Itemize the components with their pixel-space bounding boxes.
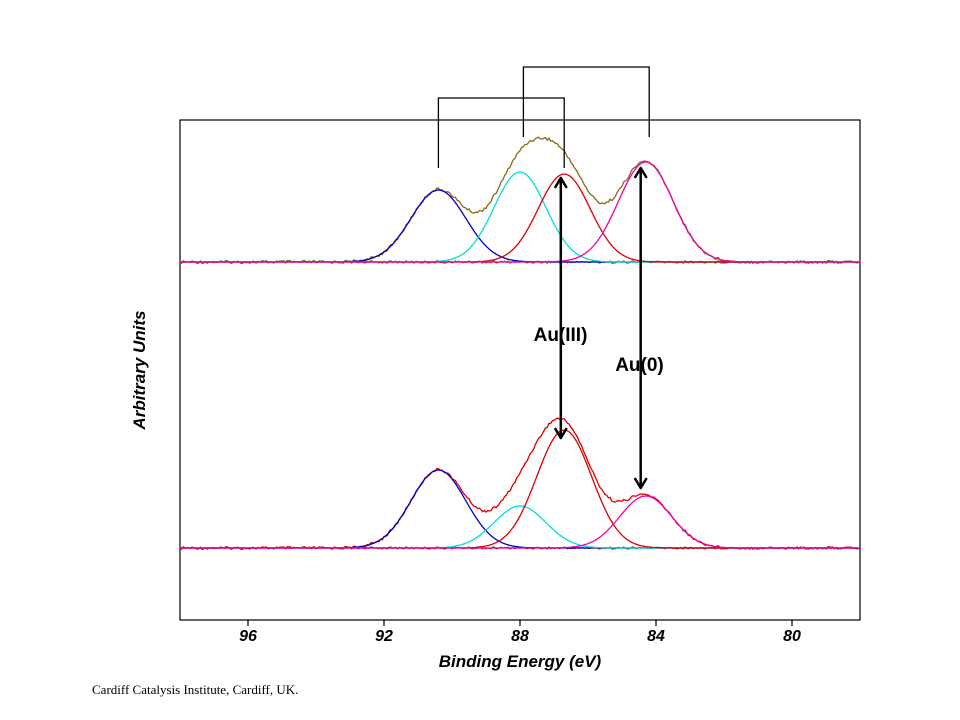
x-tick-92: 92 [359, 628, 409, 646]
x-tick-88: 88 [495, 628, 545, 646]
AuIII-bracket [438, 98, 564, 118]
x-axis-label: Binding Energy (eV) [420, 652, 620, 672]
Au0-label: Au(0) [615, 355, 664, 377]
x-tick-80: 80 [767, 628, 817, 646]
AuIII-label: Au(III) [534, 325, 588, 347]
x-tick-84: 84 [631, 628, 681, 646]
x-tick-96: 96 [223, 628, 273, 646]
Au0-bracket [523, 67, 649, 87]
institute-caption: Cardiff Catalysis Institute, Cardiff, UK… [92, 682, 298, 698]
y-axis-label: Arbitrary Units [130, 290, 150, 450]
